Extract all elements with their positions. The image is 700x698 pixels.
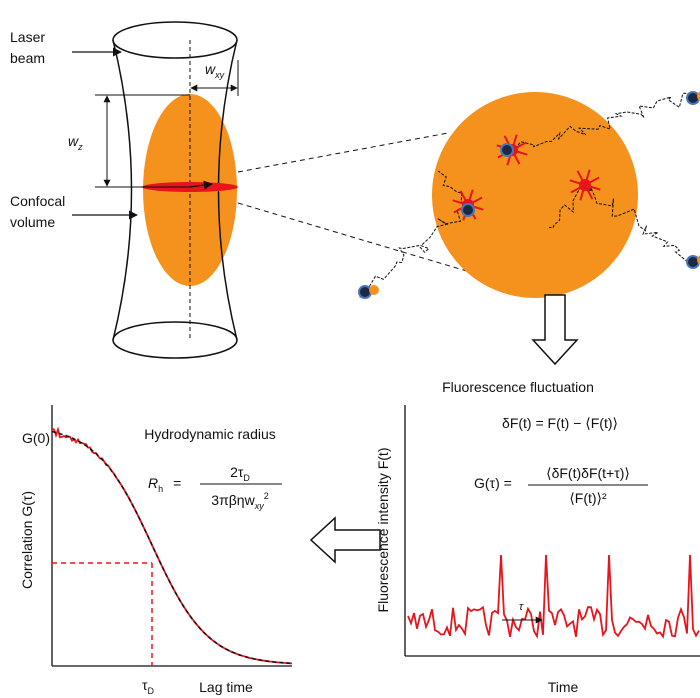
wxy-label: wxy — [205, 61, 225, 80]
walk — [359, 204, 469, 298]
orange-dot — [697, 91, 700, 101]
x-axis-label: Lag time — [199, 679, 253, 695]
walk — [548, 184, 590, 229]
zoom-line — [237, 202, 471, 273]
dark-dot — [500, 143, 514, 157]
diffusion-paths — [359, 92, 694, 298]
equation-denominator: ⟨F(t)⟩² — [569, 490, 607, 506]
den-sub: xy — [254, 501, 265, 511]
wz-sub: z — [77, 142, 83, 152]
wz-label: wz — [68, 133, 83, 152]
tau-d-label: τD — [142, 677, 155, 696]
correlation-curve — [51, 426, 293, 665]
tau-label: τ — [519, 601, 524, 613]
confocal-volume: wxy wz Laser beam Confocal volume — [10, 21, 239, 359]
volume-line: volume — [10, 214, 55, 230]
core — [579, 179, 591, 191]
den-sup: 2 — [264, 491, 269, 501]
dark-dot — [461, 203, 475, 217]
walk — [437, 170, 469, 206]
formula-r: R — [148, 475, 158, 491]
g0-label: G(0) — [22, 430, 50, 446]
top-ellipse — [112, 21, 238, 59]
dark-dot — [686, 91, 700, 105]
orange-dot — [697, 255, 700, 265]
equation-left: G(τ) = — [474, 475, 512, 491]
zoom-circle — [432, 92, 638, 298]
down-arrow — [531, 294, 579, 366]
left-arrow — [309, 516, 381, 564]
intensity-trace — [407, 554, 700, 639]
formula-r-sub: h — [158, 484, 163, 494]
wz-base: w — [68, 133, 79, 149]
x-axis-label: Time — [548, 679, 579, 695]
tau-d-base: τ — [142, 677, 148, 693]
num-sub: D — [243, 473, 250, 483]
volume-label: Confocal volume — [10, 193, 65, 230]
beam-left — [112, 39, 133, 341]
walk — [509, 92, 693, 156]
volume-line: Confocal — [10, 193, 65, 209]
orange-dot — [369, 285, 379, 295]
equation-numerator: ⟨δF(t)δF(t+τ)⟩ — [546, 465, 630, 481]
labeled-molecule — [569, 169, 601, 201]
equation: δF(t) = F(t) − ⟨F(t)⟩ — [502, 415, 618, 431]
walk — [584, 184, 694, 269]
laser-line: Laser — [10, 29, 45, 45]
correlation-title: Hydrodynamic radius — [144, 426, 276, 442]
bottom-ellipse — [112, 321, 238, 359]
zoom-line — [237, 132, 449, 173]
laser-line: beam — [10, 50, 45, 66]
y-axis-label: Fluorescence intensity F(t) — [375, 448, 391, 613]
fit-curve — [51, 430, 293, 665]
den: 3πβηw — [211, 492, 255, 508]
num: 2τ — [230, 464, 244, 480]
formula-denominator: 3πβηwxy2 — [211, 491, 268, 511]
formula-equals: = — [173, 475, 181, 491]
tau-d-sub: D — [148, 686, 155, 696]
laser-label: Laser beam — [10, 29, 45, 66]
wxy-sub: xy — [214, 70, 225, 80]
dark-dot — [686, 255, 700, 269]
formula-left: Rh = — [148, 475, 181, 494]
y-axis-label: Correlation G(τ) — [19, 491, 35, 589]
formula-numerator: 2τD — [230, 464, 250, 483]
molecules — [358, 91, 700, 299]
wxy-base: w — [205, 61, 216, 77]
dark-dot — [358, 285, 372, 299]
fluctuation-title: Fluorescence fluctuation — [442, 379, 594, 395]
small-arrow — [189, 180, 213, 190]
